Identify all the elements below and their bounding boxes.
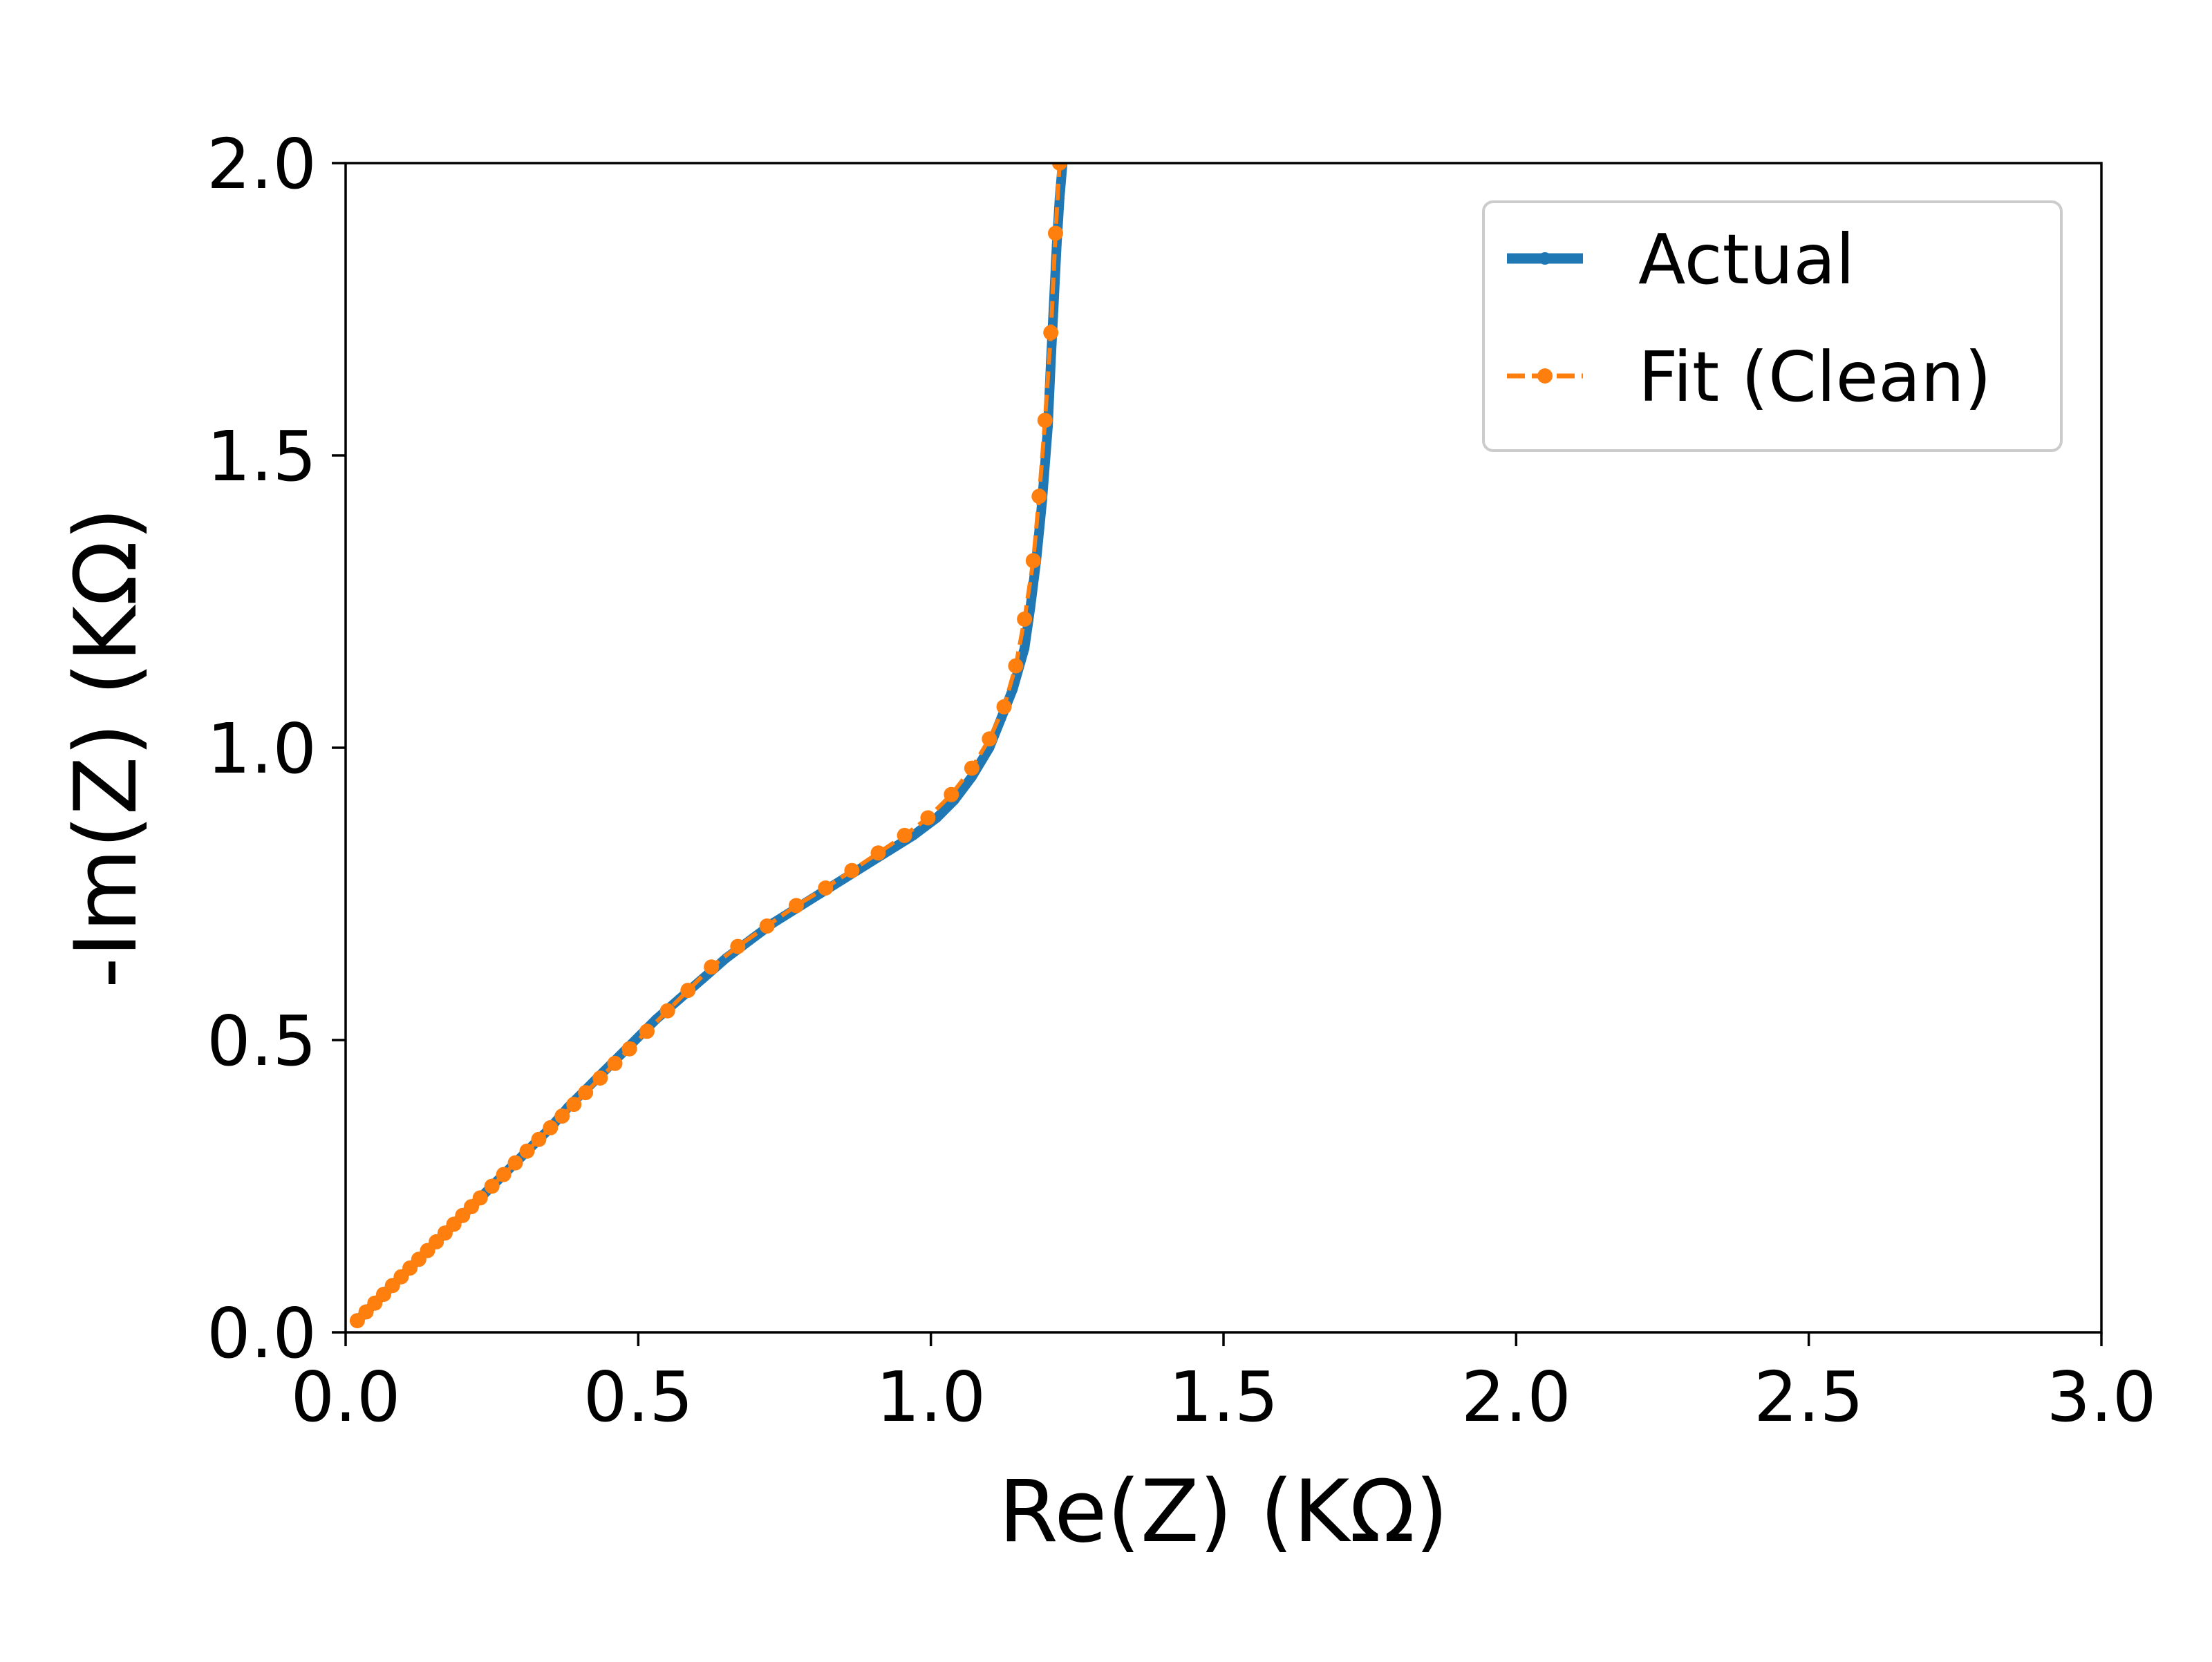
data-point-fit-clean xyxy=(897,827,912,843)
data-point-fit-clean xyxy=(920,810,936,826)
data-point-fit-clean xyxy=(531,1131,547,1147)
data-point-fit-clean xyxy=(639,1023,655,1039)
data-point-fit-clean xyxy=(870,845,886,861)
x-tick-label: 3.0 xyxy=(2046,1357,2156,1437)
data-point-fit-clean xyxy=(566,1097,582,1113)
data-point-fit-clean xyxy=(730,938,746,954)
legend-marker-actual xyxy=(1539,252,1551,265)
data-point-fit-clean xyxy=(818,880,834,896)
x-tick-label: 2.0 xyxy=(1461,1357,1571,1437)
data-point-fit-clean xyxy=(519,1143,535,1159)
data-point-fit-clean xyxy=(543,1120,559,1135)
data-point-fit-clean xyxy=(1037,413,1053,428)
legend-label-fit-clean: Fit (Clean) xyxy=(1638,337,1991,417)
data-point-fit-clean xyxy=(1051,163,1067,171)
data-point-fit-clean xyxy=(496,1167,512,1182)
data-point-fit-clean xyxy=(1043,325,1059,341)
y-tick-label: 1.0 xyxy=(207,708,317,789)
x-axis-label: Re(Z) (KΩ) xyxy=(999,1462,1449,1562)
y-tick-label: 0.5 xyxy=(207,1001,317,1082)
data-point-fit-clean xyxy=(507,1155,523,1171)
data-point-fit-clean xyxy=(1008,658,1024,674)
data-point-fit-clean xyxy=(680,983,696,999)
data-point-fit-clean xyxy=(759,918,775,934)
data-point-fit-clean xyxy=(704,959,720,975)
data-point-fit-clean xyxy=(621,1041,637,1057)
data-point-fit-clean xyxy=(964,760,980,776)
x-tick-label: 1.5 xyxy=(1168,1357,1278,1437)
axis-ticks: 0.0 0.5 1.0 1.5 2.0 2.5 3.0 0.0 0.5 1.0 1.5 2.0 xyxy=(207,124,2157,1437)
data-point-fit-clean xyxy=(607,1055,623,1071)
data-point-fit-clean xyxy=(578,1085,594,1101)
x-tick-label: 2.5 xyxy=(1754,1357,1864,1437)
data-point-fit-clean xyxy=(592,1070,608,1086)
axes-frame xyxy=(344,162,2103,1334)
data-point-fit-clean xyxy=(1025,553,1041,569)
legend: Actual Fit (Clean) xyxy=(1482,200,2063,452)
data-point-fit-clean xyxy=(472,1190,488,1206)
data-point-fit-clean xyxy=(996,699,1012,715)
data-point-fit-clean xyxy=(844,862,860,878)
data-point-fit-clean xyxy=(1017,611,1033,627)
data-point-fit-clean xyxy=(788,898,804,914)
y-tick-label: 0.0 xyxy=(207,1293,317,1374)
data-point-actual xyxy=(1020,643,1030,654)
y-axis-label: -Im(Z) (KΩ) xyxy=(57,507,156,988)
x-tick-label: 1.0 xyxy=(876,1357,986,1437)
x-tick-label: 0.0 xyxy=(290,1357,400,1437)
data-point-fit-clean xyxy=(659,1003,675,1019)
plot-area xyxy=(349,163,1068,1329)
legend-marker-fit-clean xyxy=(1537,368,1553,384)
data-point-fit-clean xyxy=(1048,225,1063,241)
data-point-fit-clean xyxy=(554,1108,570,1124)
x-tick-label: 0.5 xyxy=(583,1357,693,1437)
y-tick-label: 2.0 xyxy=(207,124,317,205)
legend-entry-fit-clean: Fit (Clean) xyxy=(1507,337,1991,417)
series-fit-clean xyxy=(349,163,1067,1329)
legend-box xyxy=(1482,200,2063,452)
legend-label-actual: Actual xyxy=(1638,219,1855,300)
y-tick-label: 1.5 xyxy=(207,416,317,497)
data-point-fit-clean xyxy=(1031,489,1047,504)
legend-entry-actual: Actual xyxy=(1507,219,1855,300)
data-point-fit-clean xyxy=(982,731,997,747)
data-point-fit-clean xyxy=(484,1178,500,1194)
data-point-fit-clean xyxy=(944,786,959,802)
